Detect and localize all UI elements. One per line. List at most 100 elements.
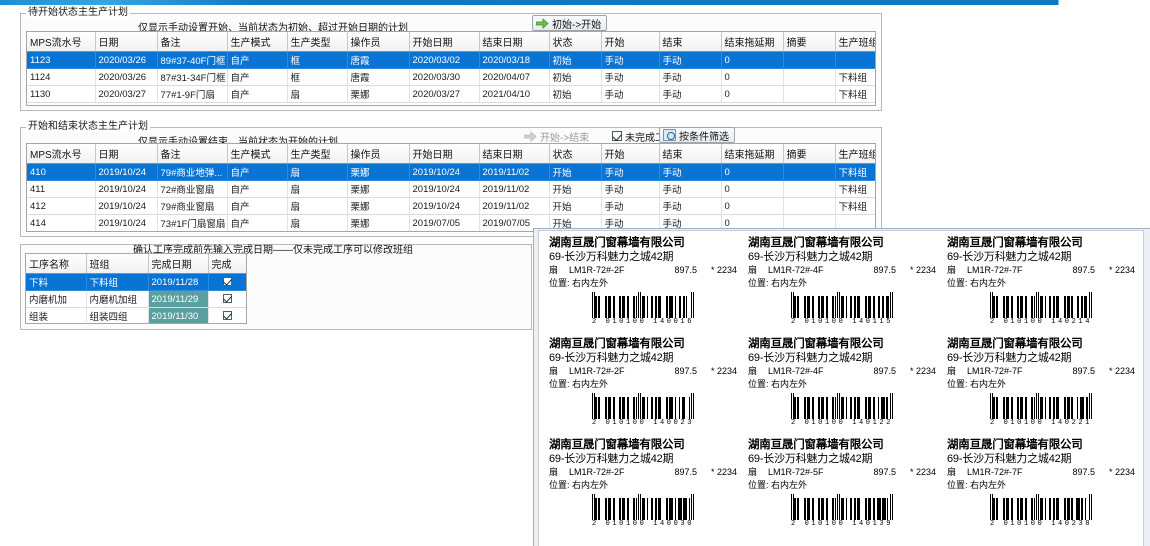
table-row[interactable]: 1123 2020/03/26 89#37-40F门框 自产框唐霞 2020/03/02… [27, 51, 875, 69]
cell-operator[interactable]: 栗娜 [347, 214, 410, 231]
cell-start[interactable]: 2020/03/30 [409, 68, 480, 86]
cell-team[interactable]: 内磨机加组 [86, 290, 149, 308]
cell-operator[interactable]: 唐霞 [347, 51, 410, 69]
cell-date[interactable]: 2020/03/26 [95, 51, 158, 69]
cell-operator[interactable]: 栗娜 [347, 197, 410, 215]
column-header-3[interactable]: 生产模式 [227, 144, 288, 164]
cell-delay[interactable]: 0 [721, 51, 784, 69]
column-header-7[interactable]: 结束日期 [479, 144, 550, 164]
table-row[interactable]: 下料 下料组 2019/11/28 [26, 273, 246, 291]
cell-finish[interactable]: 手动 [659, 180, 722, 198]
cell-begin[interactable]: 手动 [601, 51, 660, 69]
cell-start[interactable]: 2020/03/27 [409, 85, 480, 103]
cell-mps[interactable]: 1123 [27, 51, 96, 69]
cell-date[interactable]: 2019/10/24 [95, 163, 158, 181]
cell-operator[interactable]: 唐霞 [347, 68, 410, 86]
cell-begin[interactable]: 手动 [601, 163, 660, 181]
cell-date[interactable]: 2019/10/24 [95, 214, 158, 231]
cell-end[interactable]: 2020/04/07 [479, 68, 550, 86]
cell-start[interactable]: 2019/10/24 [409, 197, 480, 215]
cell-status[interactable]: 初始 [549, 68, 602, 86]
cell-type[interactable]: 框 [287, 51, 348, 69]
cell-type[interactable]: 扇 [287, 214, 348, 231]
cell-finish[interactable]: 手动 [659, 51, 722, 69]
column-header-12[interactable]: 摘要 [783, 32, 836, 52]
column-header-13[interactable]: 生产班组 [835, 32, 875, 52]
start-to-finish-button[interactable]: 开始->结束 [520, 128, 595, 144]
table-row[interactable]: 410 2019/10/24 79#商业地弹... 自产扇栗娜 2019/10/24 20… [27, 163, 875, 181]
cell-mode[interactable]: 自产 [227, 180, 288, 198]
column-header-3[interactable]: 生产模式 [227, 32, 288, 52]
cell-mps[interactable]: 1130 [27, 85, 96, 103]
column-header-6[interactable]: 开始日期 [409, 32, 480, 52]
cell-start[interactable]: 2019/11/08 [409, 232, 479, 233]
cell-team[interactable]: 组装四组 [86, 307, 149, 323]
column-header-2[interactable]: 备注 [157, 144, 228, 164]
column-header-10[interactable]: 结束 [659, 144, 722, 164]
column-header-5[interactable]: 操作员 [347, 144, 410, 164]
cell-summary[interactable] [783, 51, 836, 69]
cell-begin[interactable]: 手动 [601, 214, 660, 231]
table-row[interactable]: 1130 2020/03/27 77#1-9F门扇 自产扇栗娜 2020/03/27 20… [27, 85, 875, 103]
column-header-1[interactable]: 日期 [95, 144, 158, 164]
cell-team[interactable]: 下料组 [835, 197, 875, 215]
cell-mps[interactable]: 414 [27, 214, 96, 231]
cell-begin[interactable]: 手动 [601, 68, 660, 86]
cell-mps[interactable]: 1124 [27, 68, 96, 86]
started-plans-grid[interactable]: MPS流水号 日期 备注 生产模式 生产类型 操作员 开始日期 结束日期 状态 开始 结束 结束拖延期… [26, 143, 876, 232]
table-row[interactable]: 1124 2020/03/26 87#31-34F门框 自产框唐霞 2020/03/30… [27, 68, 875, 86]
column-header-8[interactable]: 状态 [549, 144, 602, 164]
column-header-10[interactable]: 结束 [659, 32, 722, 52]
cell-finish[interactable]: 手动 [659, 214, 722, 231]
checkbox-checked-icon[interactable] [222, 294, 232, 304]
cell-status[interactable]: 开始 [549, 197, 602, 215]
table-row[interactable]: 411 2019/10/24 72#商业窗扇 自产扇栗娜 2019/10/24 2019/… [27, 180, 875, 198]
cell-finish[interactable]: 手动 [659, 85, 722, 103]
cell-process-name[interactable]: 内磨机加 [26, 290, 87, 308]
cell-start[interactable]: 2019/07/05 [409, 214, 480, 231]
cell-mode[interactable]: 自产 [227, 232, 287, 233]
cell-status[interactable]: 初始 [549, 51, 602, 69]
cell-mode[interactable]: 自产 [227, 68, 288, 86]
cell-date[interactable]: 2019/11/01 [95, 232, 157, 233]
cell-done[interactable] [208, 273, 246, 291]
column-header-1[interactable]: 日期 [95, 32, 158, 52]
cell-operator[interactable]: 栗娜 [347, 85, 410, 103]
cell-finish[interactable]: 手动 [659, 68, 722, 86]
table-body[interactable]: 410 2019/10/24 79#商业地弹... 自产扇栗娜 2019/10/24 20… [27, 163, 875, 233]
cell-remark[interactable]: 79#商业窗扇 [157, 197, 228, 215]
cell-team[interactable] [835, 214, 875, 231]
cell-begin[interactable]: 手动 [601, 197, 660, 215]
cell-mps[interactable]: 463 [27, 232, 95, 233]
cell-date[interactable]: 2020/03/27 [95, 85, 158, 103]
cell-done[interactable] [208, 290, 246, 308]
cell-type[interactable]: 扇 [287, 232, 347, 233]
cell-operator[interactable]: 栗娜 [347, 163, 410, 181]
cell-delay[interactable]: 0 [721, 197, 784, 215]
cell-date[interactable]: 2020/03/26 [95, 68, 158, 86]
cell-end[interactable]: 2019/11/02 [479, 197, 550, 215]
cell-mode[interactable]: 自产 [227, 51, 288, 69]
cell-delay[interactable]: 0 [721, 163, 784, 181]
cell-end[interactable]: 2021/04/10 [479, 85, 550, 103]
cell-finish[interactable]: 手动 [659, 163, 722, 181]
cell-end[interactable]: 2019/07/05 [479, 214, 550, 231]
table-row[interactable]: 内磨机加 内磨机加组 2019/11/29 [26, 290, 246, 308]
column-header-5[interactable]: 操作员 [347, 32, 410, 52]
cell-remark[interactable]: 89#37-40F门框 [157, 51, 228, 69]
cell-team[interactable]: 下料组 [835, 180, 875, 198]
cell-mode[interactable]: 自产 [227, 197, 288, 215]
cell-summary[interactable] [783, 214, 836, 231]
column-header-11[interactable]: 结束拖延期 [721, 144, 784, 164]
cell-finish-date[interactable]: 2019/11/29 [148, 290, 209, 308]
cell-remark[interactable]: 87#31-34F门框 [157, 68, 228, 86]
column-header-11[interactable]: 结束拖延期 [721, 32, 784, 52]
cell-mode[interactable]: 自产 [227, 163, 288, 181]
cell-start[interactable]: 2019/10/24 [409, 163, 480, 181]
cell-type[interactable]: 扇 [287, 197, 348, 215]
cell-status[interactable]: 开始 [549, 214, 602, 231]
column-header-3[interactable]: 完成 [208, 254, 246, 274]
init-to-start-button[interactable]: 初始->开始 [532, 15, 608, 31]
cell-remark[interactable]: 79#商业地弹... [157, 163, 228, 181]
cell-remark[interactable]: 72#商业窗扇 [157, 180, 228, 198]
